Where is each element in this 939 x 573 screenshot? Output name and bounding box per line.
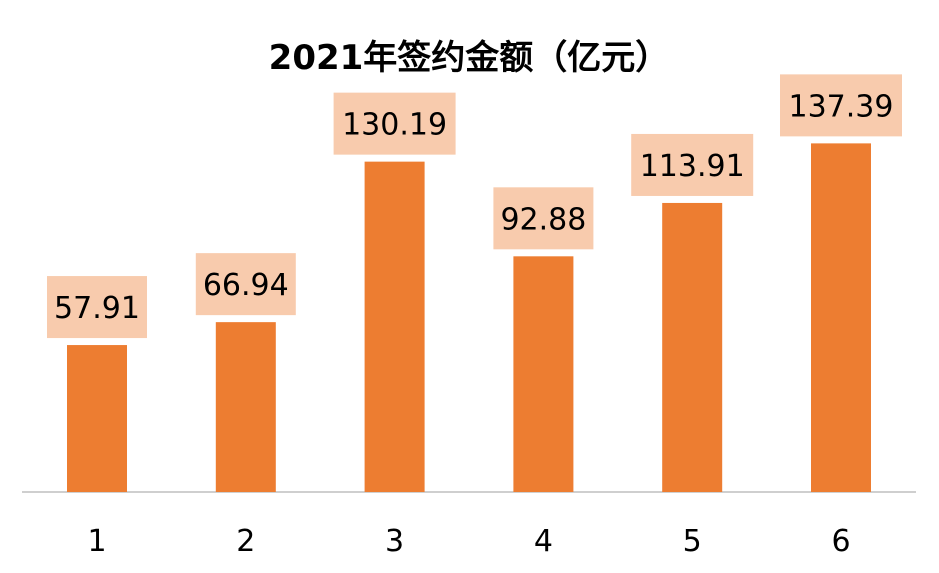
- x-tick-label: 2: [236, 524, 255, 559]
- data-label-box: [631, 133, 754, 196]
- data-label-box: [333, 92, 456, 155]
- data-label: 66.94: [203, 268, 289, 303]
- bar-6: [811, 143, 871, 493]
- bar-2: [215, 322, 276, 492]
- data-label: 137.39: [789, 89, 894, 124]
- bar-1: [67, 345, 127, 492]
- data-label: 113.91: [640, 149, 745, 184]
- bar-4: [513, 256, 574, 492]
- chart-title: 2021年签约金额（亿元）: [269, 38, 670, 78]
- data-label-box: [780, 74, 902, 137]
- data-label-box: [493, 187, 594, 250]
- x-tick-label: 1: [87, 524, 106, 559]
- bar-3: [364, 161, 425, 492]
- bar-5: [662, 202, 723, 492]
- x-tick-label: 6: [831, 524, 850, 559]
- data-label: 130.19: [342, 108, 447, 143]
- x-tick-label: 3: [385, 524, 404, 559]
- data-label-box: [47, 276, 147, 339]
- x-tick-label: 5: [683, 524, 702, 559]
- data-label: 57.91: [54, 291, 140, 326]
- data-label-box: [195, 253, 296, 316]
- x-tick-label: 4: [534, 524, 553, 559]
- data-label: 92.88: [500, 202, 586, 237]
